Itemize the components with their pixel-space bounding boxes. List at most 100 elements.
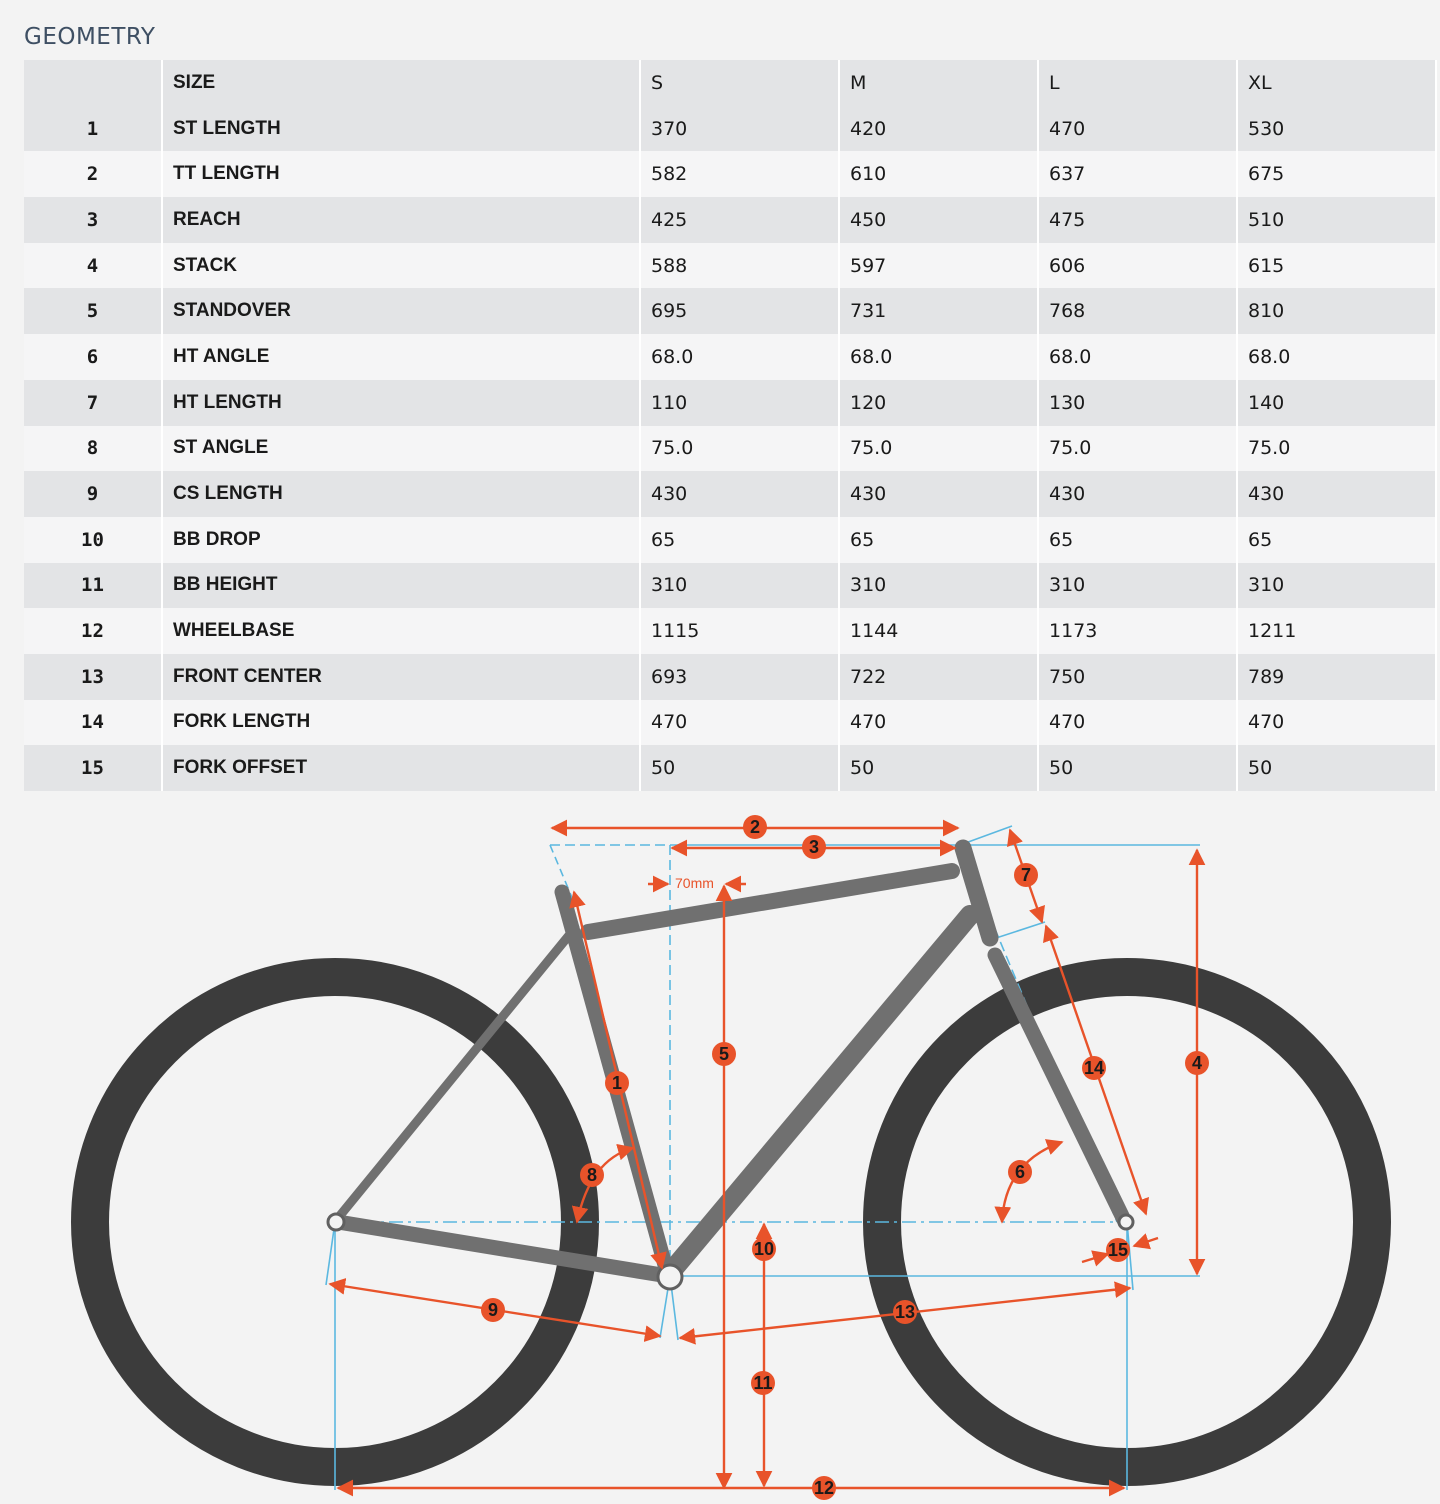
table-row: 11 BB HEIGHT 310 310 310 310	[24, 562, 1437, 609]
dimension-badge: 6	[1008, 1160, 1032, 1184]
measurement-name: STANDOVER	[162, 288, 641, 335]
geometry-table: SIZE S M L XL 1 ST LENGTH 370 420 470 530 2 TT …	[24, 60, 1437, 791]
value-xl: 75.0	[1237, 425, 1437, 472]
value-xl: 789	[1237, 653, 1437, 700]
measurement-name: BB DROP	[162, 516, 641, 563]
badge-circle	[1014, 863, 1038, 887]
value-xl: 65	[1237, 516, 1437, 563]
value-s: 582	[640, 151, 840, 198]
value-xl: 310	[1237, 562, 1437, 609]
table-row: 8 ST ANGLE 75.0 75.0 75.0 75.0	[24, 425, 1437, 472]
value-l: 606	[1038, 242, 1238, 289]
measurement-name: WHEELBASE	[162, 608, 641, 654]
value-s: 470	[640, 699, 840, 746]
header-index	[24, 60, 163, 106]
value-m: 50	[839, 745, 1039, 791]
bottom-bracket	[656, 1263, 684, 1291]
measurement-name: ST ANGLE	[162, 425, 641, 472]
badge-circle	[712, 1042, 736, 1066]
value-l: 310	[1038, 562, 1238, 609]
row-index: 9	[24, 471, 163, 517]
chain-stay	[330, 1214, 676, 1284]
dimension-badge: 9	[481, 1298, 505, 1322]
table-row: 9 CS LENGTH 430 430 430 430	[24, 471, 1437, 517]
value-m: 75.0	[839, 425, 1039, 472]
badge-number: 11	[753, 1373, 772, 1393]
value-m: 731	[839, 288, 1039, 335]
badge-number: 10	[754, 1239, 774, 1259]
seat-stay	[333, 923, 580, 1223]
table-row: 13 FRONT CENTER 693 722 750 789	[24, 653, 1437, 700]
dimension-badge: 15	[1106, 1238, 1130, 1262]
measurement-name: TT LENGTH	[162, 151, 641, 198]
value-s: 430	[640, 471, 840, 517]
table-header-row: SIZE S M L XL	[24, 60, 1437, 106]
value-s: 68.0	[640, 334, 840, 380]
badge-number: 1	[612, 1073, 622, 1093]
row-index: 8	[24, 425, 163, 472]
header-s: S	[640, 60, 840, 106]
value-s: 1115	[640, 608, 840, 654]
badge-circle	[1185, 1051, 1209, 1075]
value-xl: 470	[1237, 699, 1437, 746]
badge-number: 7	[1021, 865, 1031, 885]
header-m: M	[839, 60, 1039, 106]
value-l: 50	[1038, 745, 1238, 791]
row-index: 5	[24, 288, 163, 335]
badge-number: 3	[809, 837, 819, 857]
value-l: 65	[1038, 516, 1238, 563]
dimension-badge: 14	[1082, 1056, 1106, 1080]
value-l: 130	[1038, 379, 1238, 426]
value-m: 470	[839, 699, 1039, 746]
value-xl: 1211	[1237, 608, 1437, 654]
value-m: 1144	[839, 608, 1039, 654]
value-s: 588	[640, 242, 840, 289]
row-index: 2	[24, 151, 163, 198]
badge-circle	[751, 1371, 775, 1395]
badge-number: 15	[1108, 1240, 1128, 1260]
value-m: 65	[839, 516, 1039, 563]
value-xl: 675	[1237, 151, 1437, 198]
table-row: 5 STANDOVER 695 731 768 810	[24, 288, 1437, 335]
table-row: 4 STACK 588 597 606 615	[24, 242, 1437, 289]
value-m: 310	[839, 562, 1039, 609]
header-xl: XL	[1237, 60, 1437, 106]
row-index: 3	[24, 197, 163, 243]
header-size: SIZE	[162, 60, 641, 106]
value-m: 420	[839, 105, 1039, 152]
row-index: 13	[24, 653, 163, 700]
page-title: GEOMETRY	[24, 24, 156, 50]
table-row: 15 FORK OFFSET 50 50 50 50	[24, 745, 1437, 791]
badge-number: 9	[488, 1300, 498, 1320]
badge-circle	[1106, 1238, 1130, 1262]
table-row: 10 BB DROP 65 65 65 65	[24, 516, 1437, 563]
badge-circle	[812, 1476, 836, 1500]
value-s: 695	[640, 288, 840, 335]
value-m: 610	[839, 151, 1039, 198]
badge-number: 5	[719, 1044, 729, 1064]
table-row: 6 HT ANGLE 68.0 68.0 68.0 68.0	[24, 334, 1437, 380]
value-l: 637	[1038, 151, 1238, 198]
dimension-badge: 1	[605, 1071, 629, 1095]
row-index: 7	[24, 379, 163, 426]
value-xl: 615	[1237, 242, 1437, 289]
table-row: 3 REACH 425 450 475 510	[24, 197, 1437, 243]
value-s: 370	[640, 105, 840, 152]
badge-circle	[893, 1300, 917, 1324]
dimension-badge: 7	[1014, 863, 1038, 887]
row-index: 6	[24, 334, 163, 380]
value-l: 1173	[1038, 608, 1238, 654]
badge-circle	[752, 1237, 776, 1261]
dimension-badge: 8	[580, 1163, 604, 1187]
badge-circle	[1082, 1056, 1106, 1080]
badge-circle	[580, 1163, 604, 1187]
badge-number: 12	[814, 1478, 834, 1498]
measurement-name: CS LENGTH	[162, 471, 641, 517]
top-tube	[580, 863, 960, 940]
row-index: 11	[24, 562, 163, 609]
badge-circle	[1008, 1160, 1032, 1184]
badge-number: 13	[895, 1302, 915, 1322]
value-s: 75.0	[640, 425, 840, 472]
